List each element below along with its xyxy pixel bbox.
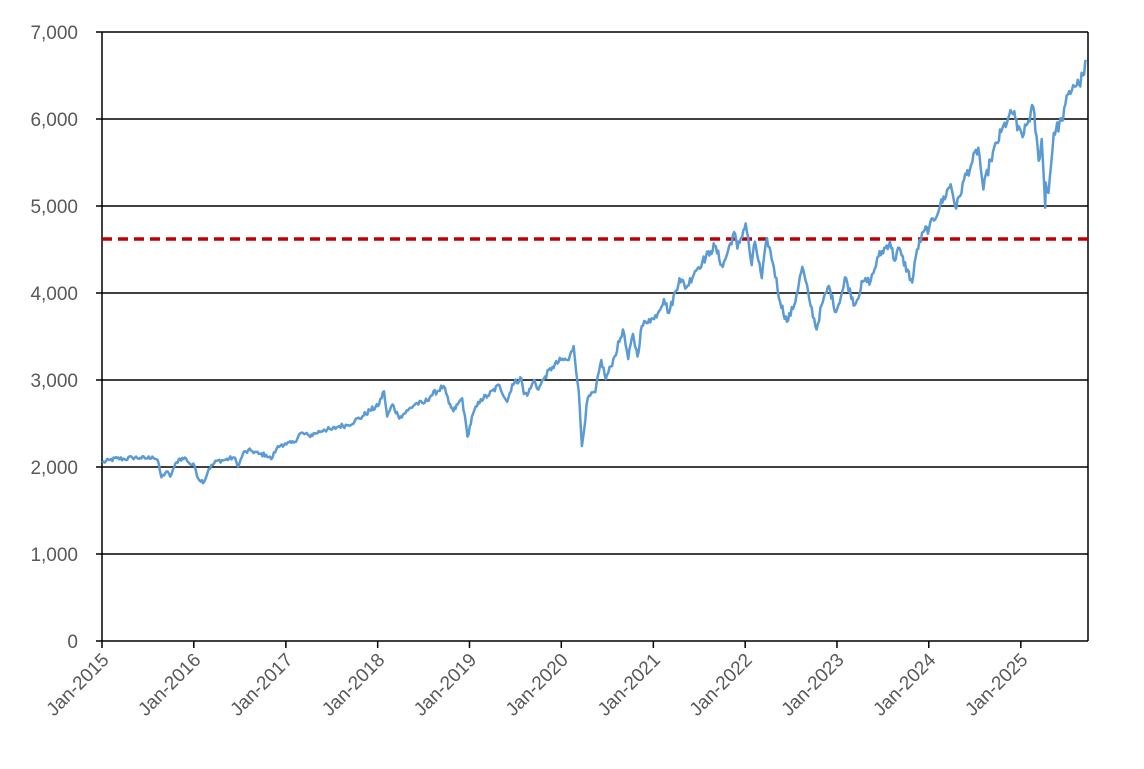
y-tick-label: 5,000: [30, 197, 78, 218]
x-tick-label: Jan-2017: [227, 650, 298, 721]
series-group: [101, 59, 1088, 485]
y-tick-label: 2,000: [30, 458, 78, 479]
y-axis: 0 1,000 2,000 3,000 4,000 5,000 6,000 7,000: [30, 23, 103, 653]
x-tick-label: Jan-2023: [778, 650, 849, 721]
y-tick-label: 6,000: [30, 110, 78, 131]
y-tick-label: 7,000: [30, 23, 78, 44]
x-tick-label: Jan-2022: [686, 650, 757, 721]
y-tick-label: 0: [67, 632, 78, 653]
x-tick-label: Jan-2020: [502, 650, 573, 721]
x-tick-label: Jan-2021: [594, 650, 665, 721]
x-tick-label: Jan-2016: [134, 650, 205, 721]
x-tick-label: Jan-2019: [410, 650, 481, 721]
y-tick-label: 4,000: [30, 284, 78, 305]
x-tick-label: Jan-2018: [318, 650, 389, 721]
x-tick-label: Jan-2015: [43, 650, 114, 721]
gridlines: [102, 31, 1089, 641]
series-line: [101, 59, 1088, 485]
x-axis: Jan-2015 Jan-2016 Jan-2017 Jan-2018 Jan-2019…: [43, 640, 1088, 721]
x-tick-label: Jan-2024: [869, 649, 940, 720]
y-tick-label: 3,000: [30, 371, 78, 392]
y-tick-label: 1,000: [30, 545, 78, 566]
x-tick-label: Jan-2025: [962, 650, 1033, 721]
